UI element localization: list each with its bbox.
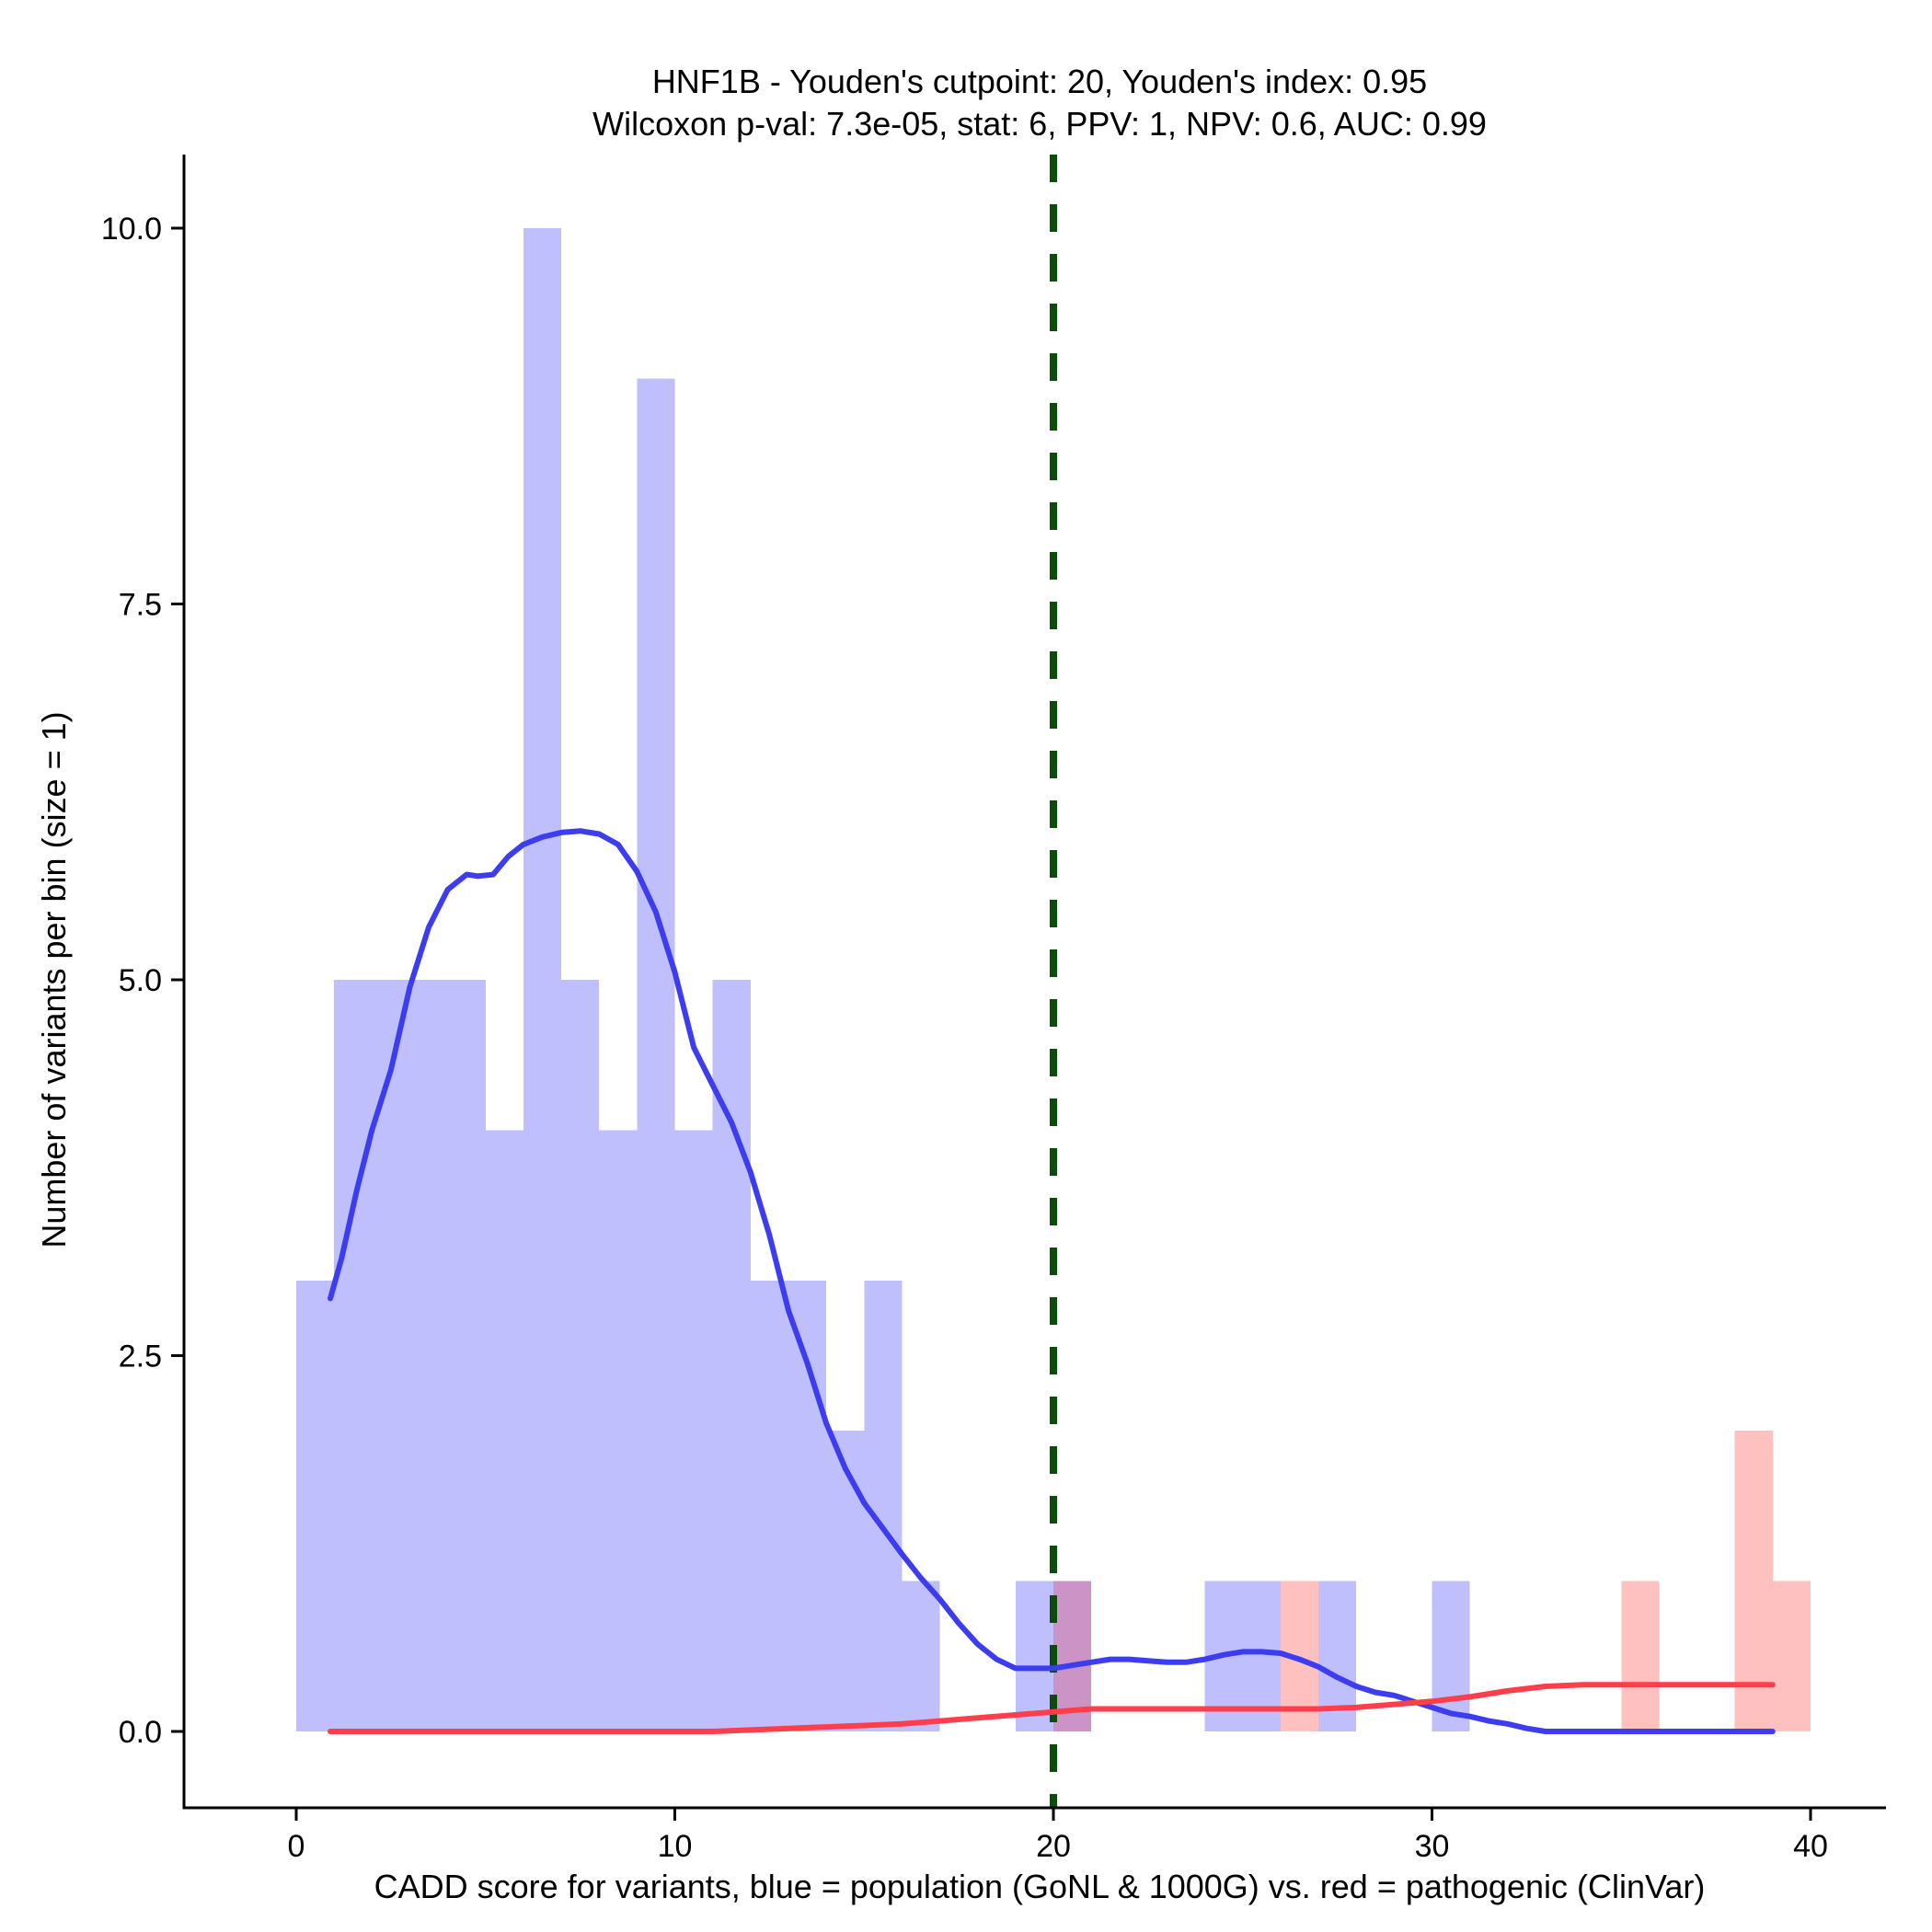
- histogram-bar-population: [447, 980, 486, 1731]
- histogram-bar-population: [372, 980, 410, 1731]
- histogram-bar-population: [788, 1280, 827, 1731]
- y-axis-ticks: 0.0 2.5 5.0 7.5 10.0: [101, 212, 184, 1750]
- histogram-bar-population: [485, 1130, 523, 1731]
- histogram-bar-population: [902, 1581, 940, 1731]
- density-lines: [328, 828, 1776, 1734]
- y-tick-label: 10.0: [101, 212, 162, 247]
- density-line-population: [328, 828, 1776, 1734]
- histogram-bar-population: [826, 1431, 865, 1731]
- histogram-bar-population: [1015, 1581, 1053, 1731]
- x-tick-label: 40: [1793, 1829, 1828, 1864]
- histogram-bar-pathogenic: [1053, 1581, 1092, 1731]
- axes: 0 10 20 30 40 0.0 2.5 5.0 7.5 10.0: [101, 155, 1886, 1864]
- histogram-bar-population: [296, 1280, 335, 1731]
- y-tick-label: 7.5: [119, 588, 162, 623]
- x-axis-label: CADD score for variants, blue = populati…: [374, 1868, 1706, 1905]
- histogram-bar-pathogenic: [1621, 1581, 1660, 1731]
- histogram-bar-population: [1432, 1581, 1470, 1731]
- x-tick-label: 30: [1415, 1829, 1450, 1864]
- histogram-bar-population: [637, 378, 675, 1731]
- x-tick-label: 10: [658, 1829, 693, 1864]
- histogram-bar-population: [561, 980, 600, 1731]
- histogram-bar-population: [599, 1130, 638, 1731]
- histogram-bar-pathogenic: [1734, 1431, 1773, 1731]
- x-tick-label: 0: [288, 1829, 305, 1864]
- x-tick-label: 20: [1036, 1829, 1071, 1864]
- histogram-bar-population: [712, 980, 751, 1731]
- y-axis-label: Number of variants per bin (size = 1): [35, 711, 73, 1248]
- histogram-bar-population: [409, 980, 448, 1731]
- histogram-bars: [296, 228, 1811, 1731]
- histogram-bar-population: [334, 980, 373, 1731]
- y-tick-label: 2.5: [119, 1340, 162, 1374]
- chart-subtitle: Wilcoxon p-val: 7.3e-05, stat: 6, PPV: 1…: [592, 105, 1487, 143]
- chart-title: HNF1B - Youden's cutpoint: 20, Youden's …: [652, 63, 1427, 100]
- histogram-bar-population: [864, 1280, 903, 1731]
- histogram-bar-population: [750, 1280, 788, 1731]
- histogram-bar-pathogenic: [1772, 1581, 1811, 1731]
- y-tick-label: 5.0: [119, 963, 162, 998]
- histogram-bar-population: [674, 1130, 713, 1731]
- y-tick-label: 0.0: [119, 1715, 162, 1750]
- density-line-pathogenic: [328, 1682, 1776, 1734]
- histogram-bar-population: [523, 228, 562, 1731]
- x-axis-ticks: 0 10 20 30 40: [288, 1808, 1828, 1864]
